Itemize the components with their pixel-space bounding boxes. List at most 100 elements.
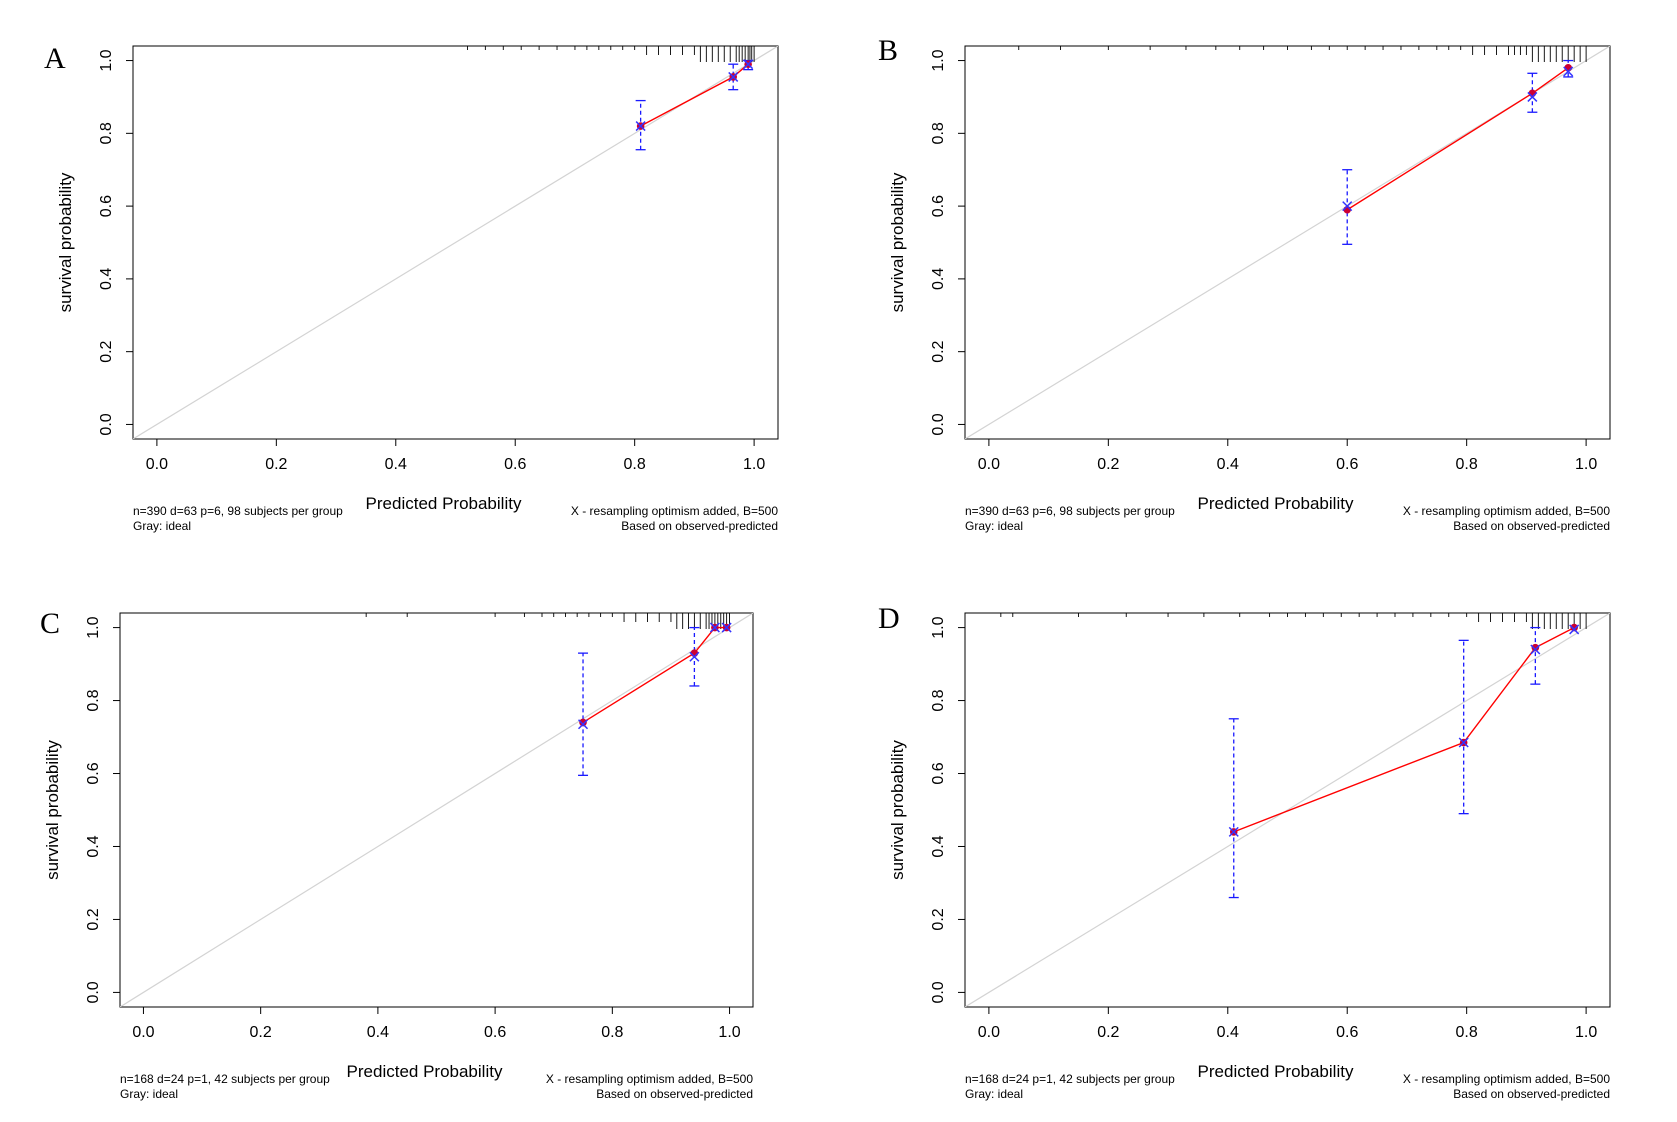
corrected-x-marker [743,59,754,70]
x-tick-label: 0.4 [1217,456,1239,473]
x-marker-stroke [689,651,700,662]
y-tick-label: 0.8 [930,122,947,144]
x-tick-label: 0.6 [504,456,526,473]
calibration-panel-b: B 0.0 0.2 0.4 0.6 0.8 1.0 0.0 0.2 0.4 0.6 0.8 1.0 Pre… [878,34,1611,533]
x-marker-stroke [728,71,739,82]
footnote-observed-predicted: Based on observed-predicted [596,1087,753,1101]
panel-letter: D [878,602,900,635]
x-tick-label: 0.6 [484,1024,506,1041]
x-tick-label: 1.0 [718,1024,740,1041]
x-axis-title: Predicted Probability [347,1062,503,1081]
footnote-observed-predicted: Based on observed-predicted [1453,1087,1610,1101]
plot-frame [119,612,754,1008]
error-bar [728,63,739,91]
error-bar [1527,72,1538,113]
footnote-sample-info: n=390 d=63 p=6, 98 subjects per group [965,504,1175,518]
y-tick-label: 0.0 [930,981,947,1003]
panel-letter: A [44,42,66,75]
corrected-x-marker [1527,91,1538,102]
y-tick-label: 0.0 [930,413,947,435]
footnote-ideal-legend: Gray: ideal [965,1087,1023,1101]
x-tick-label: 0.0 [146,456,168,473]
calibration-panel-d: D 0.0 0.2 0.4 0.6 0.8 1.0 0.0 0.2 0.4 0.6 0.8 1.0 Pre… [878,602,1611,1101]
corrected-x-marker [709,622,720,633]
x-tick-label: 0.6 [1336,456,1358,473]
y-tick-label: 0.6 [98,195,115,217]
x-tick-label: 0.2 [250,1024,272,1041]
corrected-x-marker [635,121,646,132]
panel-letter: B [878,34,898,67]
x-tick-label: 0.8 [1456,456,1478,473]
x-tick-label: 1.0 [1575,456,1597,473]
x-tick-label: 0.0 [132,1024,154,1041]
y-tick-label: 0.8 [85,689,102,711]
y-tick-label: 0.8 [930,689,947,711]
corrected-x-marker [1458,737,1469,748]
plot-frame [132,45,779,440]
corrected-x-marker [1569,624,1580,635]
observed-point [1570,623,1578,632]
corrected-x-marker [721,622,732,633]
y-tick-label: 0.2 [85,908,102,930]
x-tick-label: 0.8 [624,456,646,473]
x-tick-label: 0.4 [385,456,407,473]
y-tick-label: 0.2 [930,340,947,362]
x-tick-label: 0.8 [601,1024,623,1041]
footnote-resampling-info: X - resampling optimism added, B=500 [571,504,778,518]
corrected-x-marker [1228,826,1239,837]
x-axis-title: Predicted Probability [366,494,522,513]
footnote-ideal-legend: Gray: ideal [965,519,1023,533]
x-tick-label: 0.6 [1336,1024,1358,1041]
panel-letter: C [40,607,60,640]
error-bar [1458,639,1469,815]
y-tick-label: 0.6 [930,762,947,784]
y-tick-label: 1.0 [930,616,947,638]
y-tick-label: 0.0 [98,413,115,435]
x-tick-label: 0.0 [978,456,1000,473]
x-tick-label: 0.2 [1097,456,1119,473]
x-tick-label: 0.4 [1217,1024,1239,1041]
corrected-x-marker [728,71,739,82]
error-bar [578,652,589,776]
x-tick-label: 1.0 [1575,1024,1597,1041]
y-tick-label: 0.8 [98,122,115,144]
y-tick-label: 0.0 [85,981,102,1003]
footnote-ideal-legend: Gray: ideal [120,1087,178,1101]
footnote-resampling-info: X - resampling optimism added, B=500 [1403,1072,1610,1086]
calibration-line [582,626,727,724]
x-tick-label: 0.2 [1097,1024,1119,1041]
ideal-line [133,46,778,439]
footnote-observed-predicted: Based on observed-predicted [1453,519,1610,533]
x-marker-stroke [577,719,589,730]
x-tick-label: 0.0 [978,1024,1000,1041]
x-marker-stroke [1527,91,1538,102]
y-tick-label: 0.2 [98,340,115,362]
error-bar [1228,718,1239,899]
x-marker-stroke [709,622,720,633]
observed-point [1531,643,1540,652]
y-tick-label: 0.2 [930,908,947,930]
ideal-line [120,613,753,1007]
y-tick-label: 0.4 [930,268,947,290]
footnote-sample-info: n=168 d=24 p=1, 42 subjects per group [965,1072,1175,1086]
y-tick-label: 1.0 [930,49,947,71]
y-tick-label: 0.4 [98,268,115,290]
calibration-panel-a: A 0.0 0.2 0.4 0.6 0.8 1.0 0.0 0.2 0.4 0.6 0.8 1.0 Pre… [44,42,779,533]
footnote-sample-info: n=390 d=63 p=6, 98 subjects per group [133,504,343,518]
y-axis-title: survival probability [888,740,907,880]
corrected-x-marker [577,719,589,730]
y-tick-label: 1.0 [98,49,115,71]
y-tick-label: 0.4 [85,835,102,857]
x-marker-stroke [1458,737,1469,748]
y-axis-title: survival probability [888,172,907,312]
calibration-panel-c: C 0.0 0.2 0.4 0.6 0.8 1.0 0.0 0.2 0.4 0.6 0.8 1.0 Pre… [40,607,754,1101]
x-tick-label: 0.8 [1456,1024,1478,1041]
y-tick-label: 1.0 [85,616,102,638]
corrected-x-marker [1342,201,1353,212]
x-tick-label: 0.2 [265,456,287,473]
footnote-observed-predicted: Based on observed-predicted [621,519,778,533]
corrected-x-marker [689,651,700,662]
x-marker-stroke [743,59,754,70]
x-marker-stroke [1563,66,1574,77]
